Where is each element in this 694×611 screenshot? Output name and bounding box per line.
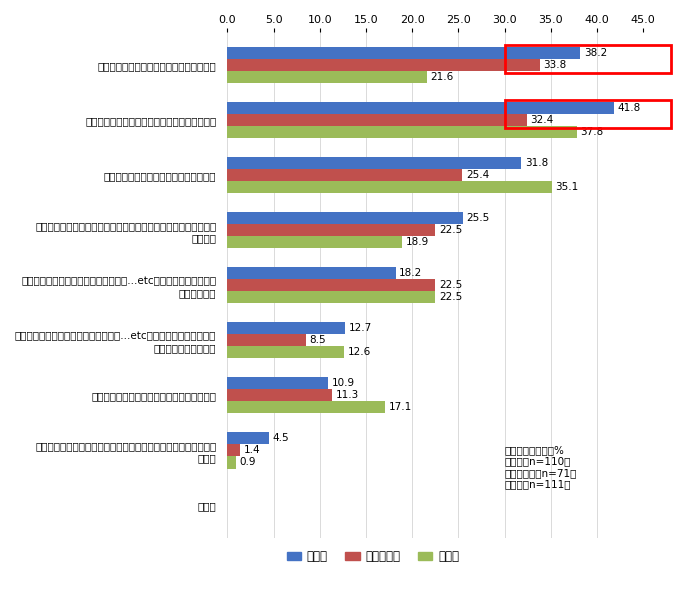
- Bar: [228, 267, 396, 279]
- Bar: [228, 279, 435, 291]
- Text: 32.4: 32.4: [530, 115, 554, 125]
- Bar: [228, 59, 540, 71]
- Bar: [228, 47, 580, 59]
- Bar: [228, 334, 306, 346]
- Text: 31.8: 31.8: [525, 158, 548, 168]
- Bar: [505, 45, 671, 73]
- Bar: [228, 102, 613, 114]
- Bar: [228, 322, 345, 334]
- Text: 10.9: 10.9: [332, 378, 355, 388]
- Bar: [228, 444, 240, 456]
- Text: 22.5: 22.5: [439, 225, 462, 235]
- Text: 25.4: 25.4: [466, 170, 489, 180]
- Text: 4.5: 4.5: [273, 433, 289, 443]
- Bar: [228, 401, 385, 414]
- Bar: [228, 126, 577, 138]
- Text: 複数回答、単位：%
大企業（n=110）
ベンチャー（n=71）
その他（n=111）: 複数回答、単位：% 大企業（n=110） ベンチャー（n=71） その他（n=1…: [505, 445, 577, 489]
- Text: 22.5: 22.5: [439, 292, 462, 302]
- Text: 1.4: 1.4: [244, 445, 261, 455]
- Text: 18.2: 18.2: [399, 268, 423, 278]
- Text: 17.1: 17.1: [389, 403, 412, 412]
- Legend: 大企業, ベンチャー, その他: 大企業, ベンチャー, その他: [282, 546, 464, 568]
- Bar: [228, 291, 435, 303]
- Bar: [228, 114, 527, 126]
- Bar: [228, 389, 332, 401]
- Text: 0.9: 0.9: [239, 458, 256, 467]
- Text: 33.8: 33.8: [543, 60, 566, 70]
- Bar: [228, 377, 328, 389]
- Bar: [228, 181, 552, 193]
- Text: 11.3: 11.3: [336, 390, 359, 400]
- Bar: [228, 346, 344, 359]
- Text: 18.9: 18.9: [406, 237, 429, 247]
- Text: 25.5: 25.5: [467, 213, 490, 223]
- Bar: [228, 224, 435, 236]
- Bar: [228, 157, 521, 169]
- Bar: [228, 456, 236, 469]
- Bar: [228, 212, 463, 224]
- Text: 22.5: 22.5: [439, 280, 462, 290]
- Bar: [228, 169, 462, 181]
- Text: 12.6: 12.6: [348, 347, 371, 357]
- Text: 35.1: 35.1: [555, 182, 579, 192]
- Text: 38.2: 38.2: [584, 48, 607, 58]
- Text: 12.7: 12.7: [348, 323, 372, 333]
- Bar: [228, 71, 427, 83]
- Bar: [505, 100, 671, 128]
- Text: 41.8: 41.8: [617, 103, 641, 113]
- Text: 8.5: 8.5: [310, 335, 326, 345]
- Bar: [228, 432, 269, 444]
- Bar: [228, 236, 402, 248]
- Text: 37.8: 37.8: [580, 127, 604, 137]
- Text: 21.6: 21.6: [431, 72, 454, 82]
